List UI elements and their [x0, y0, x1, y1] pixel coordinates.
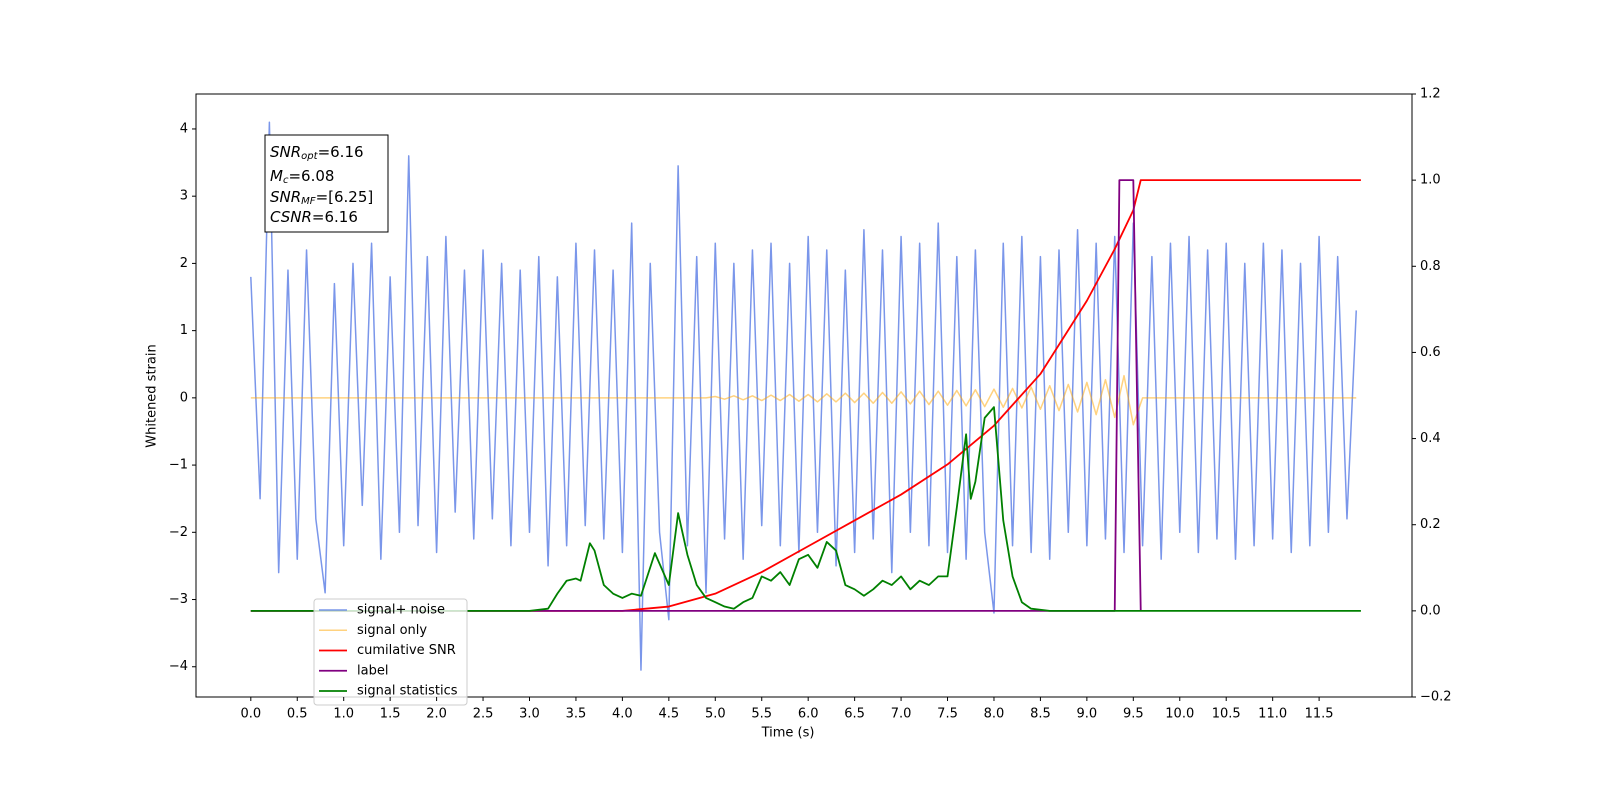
annotation-text: SNRopt=6.16: [270, 143, 364, 163]
y-axis-label: Whitened strain: [145, 344, 160, 447]
x-tick-label: 6.5: [844, 707, 865, 722]
y2-tick-label: 1.2: [1420, 87, 1441, 102]
series-line: [250, 374, 1357, 426]
annotation-name: SNR: [270, 143, 301, 161]
annotation-subscript: MF: [301, 196, 316, 207]
x-tick-label: 2.0: [426, 707, 447, 722]
x-tick-label: 0.0: [240, 707, 261, 722]
y-tick-label: −2: [169, 525, 188, 540]
y-tick-label: 1: [180, 323, 188, 338]
series-line: [250, 179, 1142, 612]
annotation-subscript: opt: [301, 151, 318, 162]
x-tick-label: 4.0: [612, 707, 633, 722]
legend-label: signal only: [357, 623, 427, 638]
y-tick-label: −4: [169, 659, 188, 674]
x-tick-label: 3.5: [566, 707, 587, 722]
y2-tick-label: 0.2: [1420, 517, 1441, 532]
y2-tick-label: 0.6: [1420, 345, 1441, 360]
y2-tick-label: −0.2: [1420, 690, 1452, 705]
x-tick-label: 8.0: [984, 707, 1005, 722]
series-line: [250, 406, 1361, 612]
legend: signal+ noise signal only cumilative SNR la…: [313, 598, 468, 706]
x-tick-label: 9.5: [1123, 707, 1144, 722]
annotation-value: =[6.25]: [316, 188, 374, 206]
x-tick-label: 8.5: [1030, 707, 1051, 722]
plot-area: [250, 121, 1361, 671]
x-tick-label: 10.5: [1212, 707, 1241, 722]
annotation-name: SNR: [270, 188, 301, 206]
x-tick-label: 7.5: [937, 707, 958, 722]
x-tick-label: 4.5: [658, 707, 679, 722]
x-axis-label: Time (s): [761, 726, 815, 741]
x-tick-label: 10.0: [1165, 707, 1194, 722]
x-tick-label: 1.5: [380, 707, 401, 722]
x-tick-label: 7.0: [891, 707, 912, 722]
annotation-subscript: c: [283, 175, 289, 186]
y2-tick-label: 0.0: [1420, 603, 1441, 618]
y2-tick-label: 0.4: [1420, 431, 1441, 446]
annotation-name: CSNR: [270, 208, 312, 226]
x-tick-label: 5.5: [751, 707, 772, 722]
legend-label: cumilative SNR: [357, 643, 456, 658]
y-tick-label: 3: [180, 189, 188, 204]
legend-label: signal statistics: [357, 684, 458, 699]
legend-label: signal+ noise: [357, 603, 445, 618]
x-tick-label: 11.5: [1305, 707, 1334, 722]
annotation-text: SNRMF=[6.25]: [270, 188, 373, 208]
y-tick-label: 2: [180, 256, 188, 271]
annotation-value: =6.16: [318, 143, 364, 161]
y-tick-label: −1: [169, 458, 188, 473]
series-line: [250, 179, 1361, 612]
x-tick-label: 2.5: [473, 707, 494, 722]
annotation-name: M: [270, 167, 283, 185]
x-tick-label: 0.5: [287, 707, 308, 722]
annotation-text: CSNR=6.16: [270, 208, 358, 226]
y2-tick-label: 0.8: [1420, 259, 1441, 274]
y-tick-label: 4: [180, 121, 188, 136]
annotation-text: Mc=6.08: [270, 167, 334, 187]
legend-frame: [313, 598, 468, 706]
annotation-frame: [264, 134, 389, 233]
axes-frame: [195, 93, 1413, 698]
y-tick-label: −3: [169, 592, 188, 607]
x-tick-label: 6.0: [798, 707, 819, 722]
series-line: [250, 121, 1358, 671]
x-tick-label: 9.0: [1077, 707, 1098, 722]
annotation-value: =6.08: [288, 167, 334, 185]
legend-label: label: [357, 663, 388, 678]
x-tick-label: 3.0: [519, 707, 540, 722]
x-tick-label: 1.0: [333, 707, 354, 722]
x-tick-label: 11.0: [1258, 707, 1287, 722]
annotation-value: =6.16: [312, 208, 358, 226]
y2-tick-label: 1.0: [1420, 173, 1441, 188]
y-tick-label: 0: [180, 390, 188, 405]
x-tick-label: 5.0: [705, 707, 726, 722]
